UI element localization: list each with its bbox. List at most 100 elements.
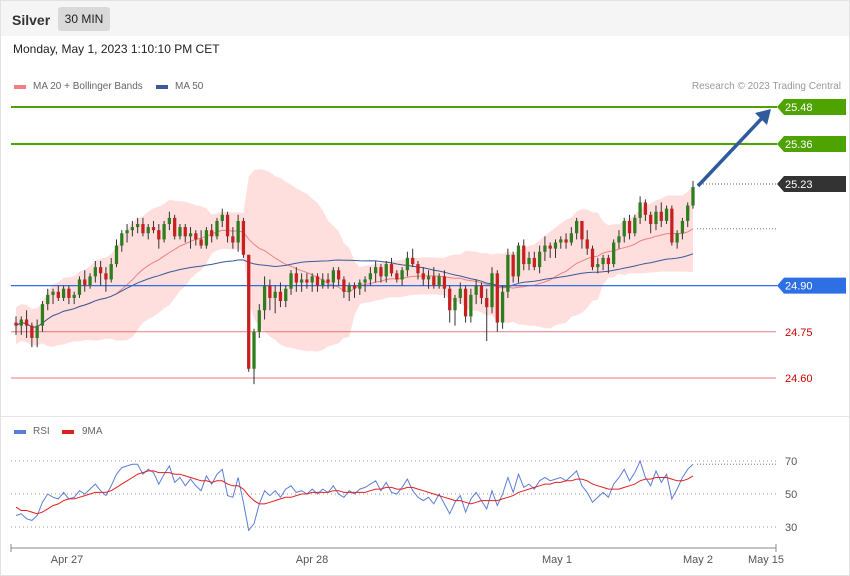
candle-body [136, 224, 140, 228]
candle-body [680, 220, 685, 234]
candle-body [204, 230, 209, 246]
candle-body [633, 217, 637, 234]
candle-body [485, 297, 489, 308]
candle-body [686, 205, 690, 221]
candle-body [522, 245, 526, 265]
rsi-guide-label-70: 70 [785, 456, 797, 468]
candle-body [675, 233, 679, 243]
candle-body [305, 279, 309, 283]
candle-body [215, 220, 219, 237]
candle-body [537, 251, 542, 268]
level-tag-25.48 [777, 99, 846, 115]
candle-body [495, 273, 499, 323]
level-tag-24.90 [777, 277, 846, 294]
level-label-25.48: 25.48 [785, 102, 813, 114]
candle-body [46, 294, 50, 305]
candle-body [559, 239, 563, 243]
candle-body [627, 220, 632, 234]
candle-body [67, 288, 71, 298]
candle-body [416, 264, 420, 274]
timeframe-button[interactable]: 30 MIN [58, 7, 110, 31]
projection-arrow-shaft [696, 114, 766, 188]
candle-body [569, 233, 573, 243]
timestamp: Monday, May 1, 2023 1:10:10 PM CET [13, 42, 220, 56]
candle-body [273, 291, 277, 298]
candle-body [262, 285, 267, 311]
candle-body [691, 187, 695, 206]
candle-body [72, 294, 76, 298]
candle-body [231, 236, 235, 243]
rsi-legend-label: RSI [33, 426, 50, 437]
candle-body [183, 227, 187, 237]
candle-body [98, 267, 103, 274]
candle-body [543, 245, 547, 252]
ma20-legend-label: MA 20 + Bollinger Bands [33, 81, 143, 92]
candle-body [61, 288, 66, 298]
candle-body [178, 227, 182, 237]
candle-body [141, 224, 145, 234]
candle-body [463, 288, 468, 317]
candle-body [358, 282, 362, 289]
ma20-legend-swatch [14, 85, 26, 89]
candle-body [500, 291, 505, 323]
candle-body [432, 276, 436, 286]
level-label-24.60: 24.60 [785, 373, 813, 385]
candle-body [104, 273, 108, 280]
candle-body [347, 285, 351, 292]
bollinger-band [16, 169, 693, 352]
candle-body [601, 257, 605, 265]
candle-body [352, 285, 357, 289]
candle-body [40, 304, 45, 326]
candle-body [442, 276, 447, 289]
top-bar: Silver 30 MIN [1, 1, 849, 36]
candle-body [612, 242, 616, 265]
candle-body [167, 217, 172, 225]
candle-body [130, 227, 134, 231]
candle-body [622, 220, 626, 237]
candle-body [88, 276, 92, 286]
candle-body [93, 267, 97, 277]
candle-body [643, 202, 648, 215]
candle-body [469, 294, 473, 317]
candle-body [411, 257, 415, 265]
candle-body [35, 325, 39, 338]
candle-body [580, 220, 584, 240]
candle-body [173, 217, 177, 237]
candle-body [247, 254, 251, 369]
candle-body [125, 230, 129, 234]
candle-body [363, 279, 367, 283]
candle-body [24, 319, 29, 326]
candle-body [157, 230, 161, 240]
candle-body [596, 264, 600, 268]
candle-body [654, 211, 658, 225]
candle-body [268, 285, 272, 298]
candle-body [284, 288, 288, 302]
candle-body [310, 276, 314, 283]
rsi-ma-legend-label: 9MA [82, 426, 103, 437]
level-tag-25.36 [777, 135, 846, 152]
candle-body [294, 273, 298, 283]
ma50-legend-swatch [156, 85, 168, 89]
x-tick-label: May 1 [542, 554, 572, 566]
candle-body [395, 273, 399, 280]
candle-body [453, 297, 457, 311]
rsi-guide-label-50: 50 [785, 489, 797, 501]
x-tick-label: May 15 [748, 554, 784, 566]
candle-body [278, 291, 283, 302]
candle-body [479, 285, 484, 298]
candle-body [151, 227, 156, 231]
candle-body [188, 233, 193, 237]
candle-body [400, 270, 404, 280]
rsi-ma-line [15, 470, 694, 515]
candle-body [257, 310, 261, 332]
x-tick-label: Apr 27 [51, 554, 83, 566]
rsi-line [15, 459, 694, 532]
level-label-25.36: 25.36 [785, 139, 813, 151]
candle-body [194, 233, 198, 240]
candle-body [342, 279, 346, 292]
candle-body [331, 270, 335, 283]
candle-body [532, 257, 536, 268]
candle-body [236, 220, 240, 243]
level-label-24.90: 24.90 [785, 281, 813, 293]
